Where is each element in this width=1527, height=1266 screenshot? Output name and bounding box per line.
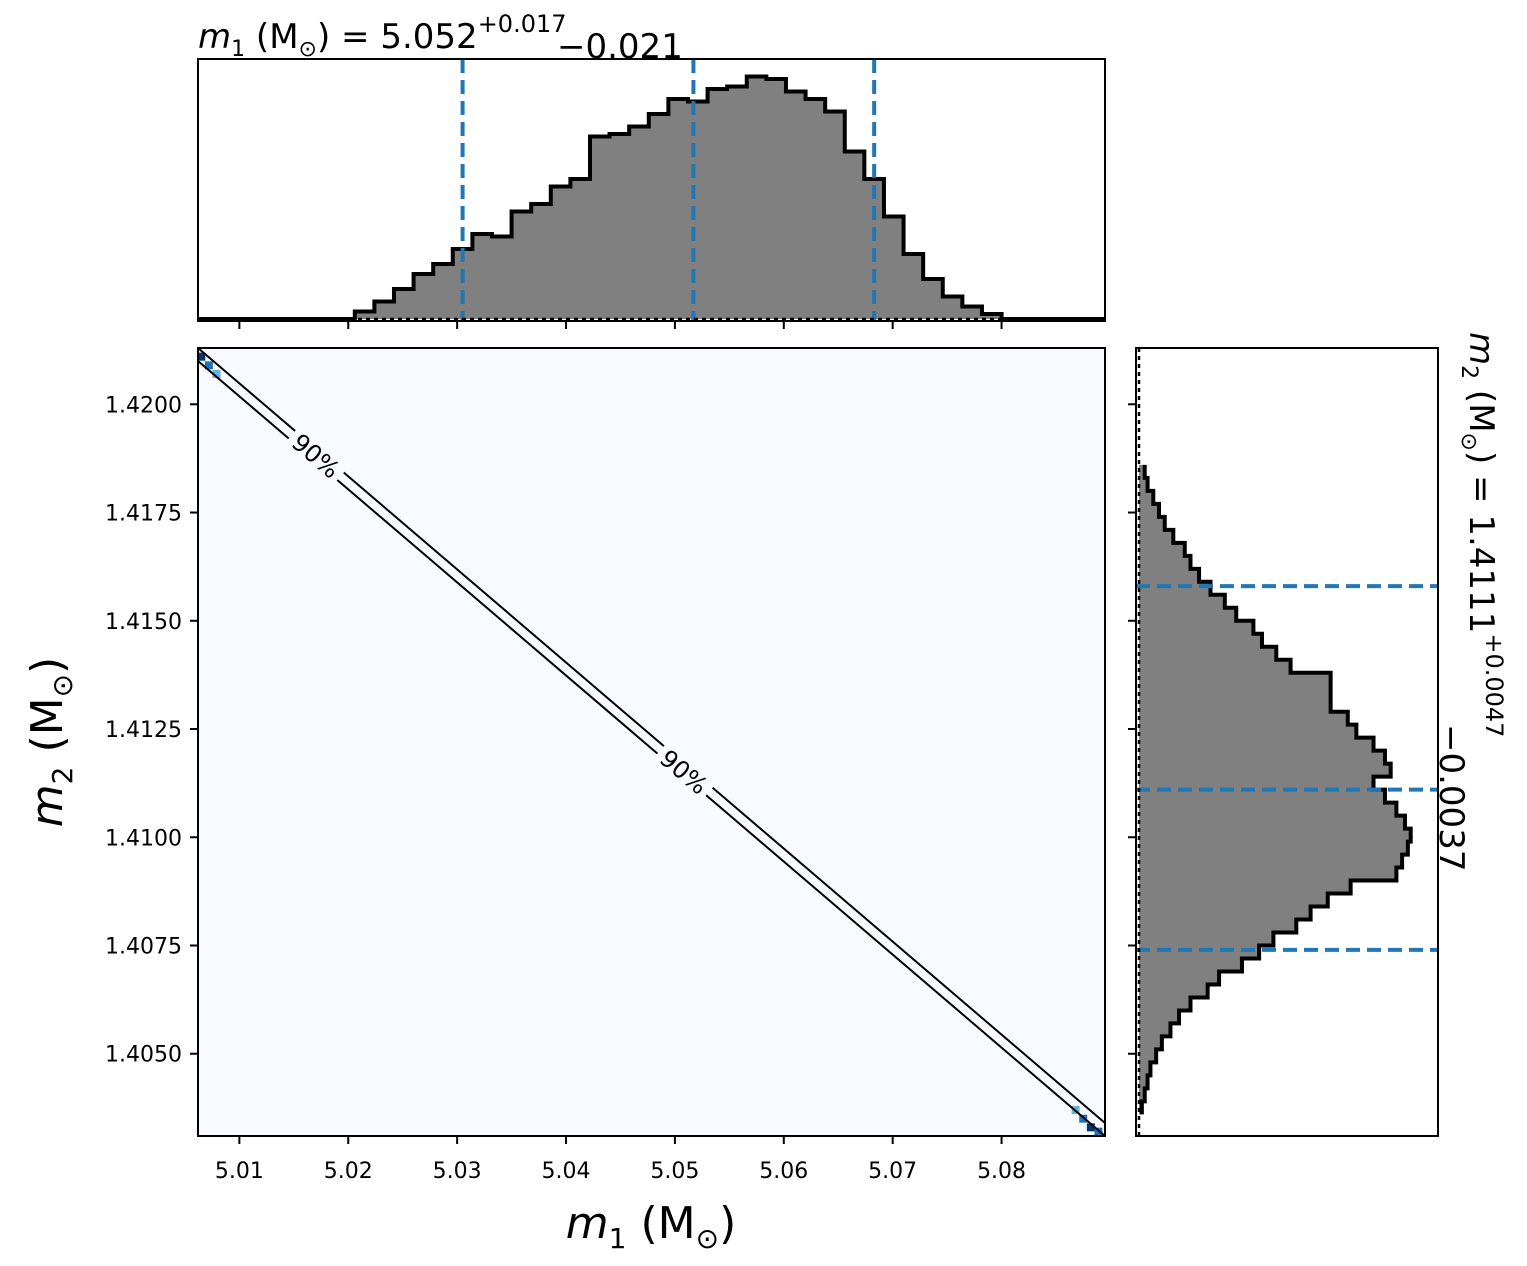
x-tick-label: 5.06 — [759, 1159, 808, 1184]
joint-y-ticks: 1.4050 1.4075 1.4100 1.4125 1.4150 1.4175 1.42… — [105, 393, 198, 1068]
top-title-minus: −0.021 — [557, 27, 683, 67]
top-histogram-fill — [198, 76, 1105, 319]
x-tick-label: 5.04 — [542, 1159, 591, 1184]
heatmap-cell — [197, 352, 206, 361]
contour-lower-line — [197, 360, 1106, 1137]
right-marginal-histogram: m2 (M⊙) = 1.4111+0.0047 −0.0037 — [1128, 332, 1508, 1137]
right-panel-title: m2 (M⊙) = 1.4111+0.0047 — [1456, 332, 1508, 737]
joint-x-ticks: 5.01 5.02 5.03 5.04 5.05 5.06 5.07 5.08 — [215, 1136, 1026, 1184]
right-y-ticks — [1128, 403, 1136, 1055]
joint-heatmap-background — [198, 348, 1105, 1136]
joint-heatmap-panel: 90%90% 5.01 5.02 5.03 5.04 5.05 5.06 5.07 5.08 … — [22, 347, 1106, 1255]
x-axis-label: m1 (M⊙) — [566, 1198, 736, 1255]
y-tick-label: 1.4050 — [105, 1043, 182, 1068]
right-title-minus: −0.0037 — [1431, 724, 1471, 871]
right-quantile-lines — [1136, 584, 1438, 952]
y-tick-label: 1.4100 — [105, 826, 182, 851]
top-histogram-bars — [198, 74, 1105, 321]
x-tick-label: 5.02 — [324, 1159, 373, 1184]
right-histogram-outline — [1139, 464, 1413, 1115]
heatmap-cell — [212, 369, 221, 378]
y-tick-label: 1.4075 — [105, 934, 182, 959]
x-tick-label: 5.01 — [215, 1159, 264, 1184]
contour-upper-line — [197, 347, 1106, 1124]
x-tick-label: 5.07 — [868, 1159, 917, 1184]
top-marginal-histogram: m1 (M⊙) = 5.052+0.017 −0.021 — [197, 10, 1106, 329]
y-tick-label: 1.4150 — [105, 610, 182, 635]
top-panel-title: m1 (M⊙) = 5.052+0.017 — [198, 10, 567, 62]
x-tick-label: 5.08 — [977, 1159, 1026, 1184]
top-x-ticks — [238, 321, 1003, 329]
y-tick-label: 1.4175 — [105, 502, 182, 527]
y-tick-label: 1.4125 — [105, 718, 182, 743]
heatmap-cell — [1086, 1123, 1095, 1132]
top-histogram-outline — [198, 74, 1105, 321]
y-axis-label: m2 (M⊙) — [22, 657, 79, 827]
heatmap-cell — [204, 361, 213, 370]
x-tick-label: 5.03 — [433, 1159, 482, 1184]
y-tick-label: 1.4200 — [105, 393, 182, 418]
contour-label-bg — [650, 740, 718, 804]
x-tick-label: 5.05 — [650, 1159, 699, 1184]
contour-label-bg — [282, 424, 350, 488]
top-quantile-lines — [460, 59, 877, 321]
